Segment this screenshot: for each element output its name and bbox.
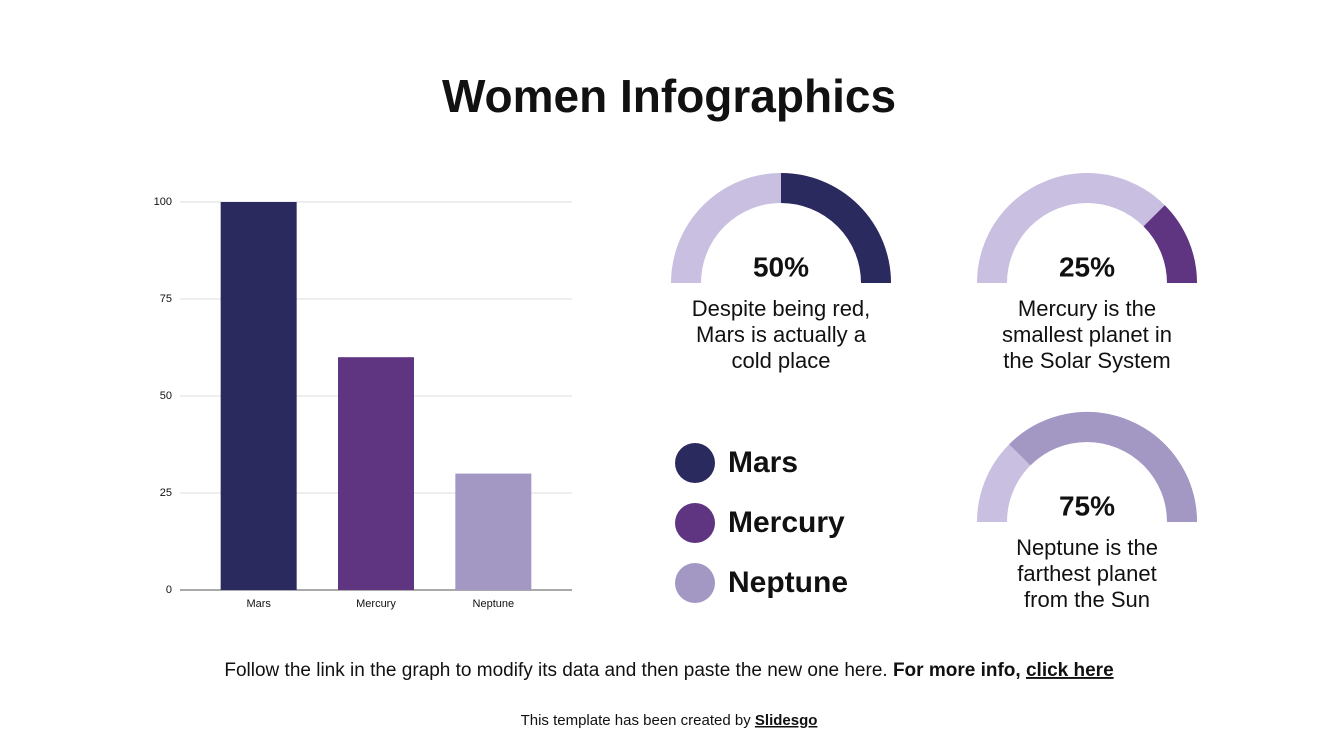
note-text: Follow the link in the graph to modify i… xyxy=(224,660,887,681)
gauge-caption: smallest planet in xyxy=(1002,322,1172,347)
legend-swatch xyxy=(675,563,715,603)
y-tick-label: 25 xyxy=(160,487,172,499)
y-tick-label: 100 xyxy=(154,196,172,208)
gauge-caption: Mercury is the xyxy=(1018,296,1156,321)
bar xyxy=(338,357,414,590)
y-tick-label: 0 xyxy=(166,584,172,596)
x-tick-label: Mercury xyxy=(356,598,396,610)
gauge-caption: Neptune is the xyxy=(1016,535,1158,560)
bar xyxy=(455,473,532,590)
y-tick-label: 75 xyxy=(160,293,172,305)
legend-swatch xyxy=(675,443,715,483)
legend-swatch xyxy=(675,503,715,543)
slide-title: Women Infographics xyxy=(442,70,896,122)
legend-label: Neptune xyxy=(728,566,848,599)
gauge-fill xyxy=(780,173,891,284)
credit: This template has been created by Slides… xyxy=(521,712,818,729)
credit-text: This template has been created by xyxy=(521,712,752,729)
x-tick-label: Neptune xyxy=(473,598,515,610)
gauge-caption: cold place xyxy=(731,348,830,373)
gauge-fill xyxy=(1009,412,1197,523)
footer-note: Follow the link in the graph to modify i… xyxy=(224,660,1113,681)
gauge-fill xyxy=(1143,205,1197,284)
brand-link[interactable]: Slidesgo xyxy=(755,712,818,729)
gauge-caption: the Solar System xyxy=(1003,348,1171,373)
gauge-caption: Mars is actually a xyxy=(696,322,867,347)
gauge-caption: from the Sun xyxy=(1024,587,1150,612)
gauge-caption: Despite being red, xyxy=(692,296,871,321)
gauge-value: 50% xyxy=(753,251,809,282)
more-info: For more info, xyxy=(893,660,1021,681)
bar xyxy=(220,202,297,590)
gauge-value: 25% xyxy=(1059,251,1115,282)
gauge-value: 75% xyxy=(1059,490,1115,521)
x-tick-label: Mars xyxy=(246,598,271,610)
legend-label: Mars xyxy=(728,446,798,479)
link[interactable]: click here xyxy=(1026,660,1114,681)
gauge-caption: farthest planet xyxy=(1017,561,1156,586)
y-tick-label: 50 xyxy=(160,390,172,402)
legend-label: Mercury xyxy=(728,506,845,539)
